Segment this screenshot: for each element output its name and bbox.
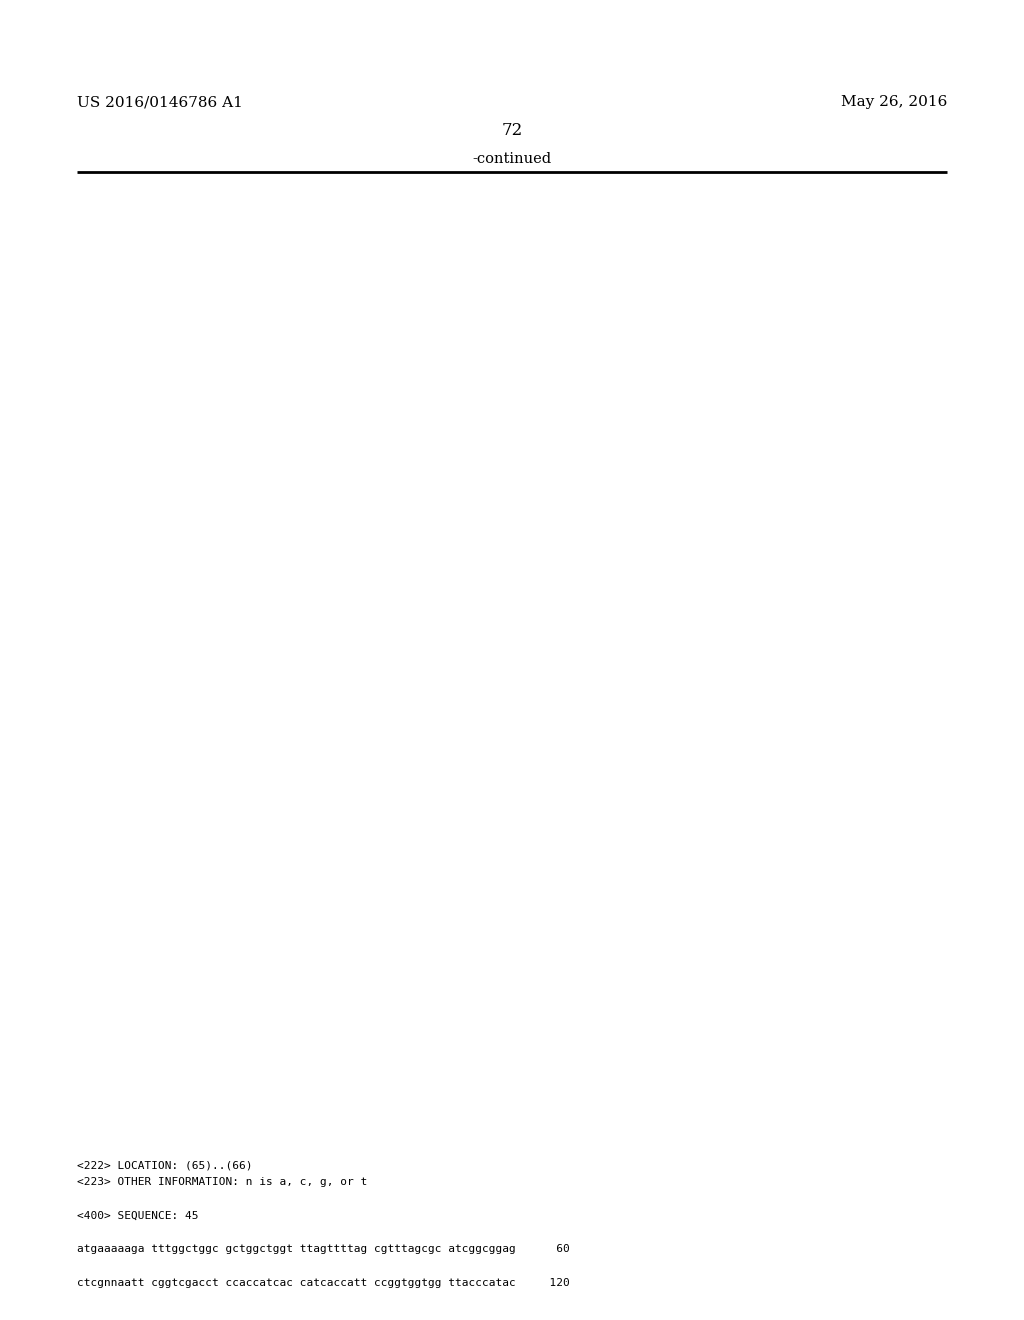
Text: <223> OTHER INFORMATION: n is a, c, g, or t: <223> OTHER INFORMATION: n is a, c, g, o… <box>77 1177 367 1187</box>
Text: US 2016/0146786 A1: US 2016/0146786 A1 <box>77 95 243 110</box>
Text: -continued: -continued <box>472 152 552 166</box>
Text: ctcgnnaatt cggtcgacct ccaccatcac catcaccatt ccggtggtgg ttacccatac     120: ctcgnnaatt cggtcgacct ccaccatcac catcacc… <box>77 1278 569 1287</box>
Text: <222> LOCATION: (65)..(66): <222> LOCATION: (65)..(66) <box>77 1160 252 1170</box>
Text: <400> SEQUENCE: 45: <400> SEQUENCE: 45 <box>77 1210 199 1221</box>
Text: May 26, 2016: May 26, 2016 <box>841 95 947 110</box>
Text: atgaaaaaga tttggctggc gctggctggt ttagttttag cgtttagcgc atcggcggag      60: atgaaaaaga tttggctggc gctggctggt ttagttt… <box>77 1243 569 1254</box>
Text: 72: 72 <box>502 121 522 139</box>
